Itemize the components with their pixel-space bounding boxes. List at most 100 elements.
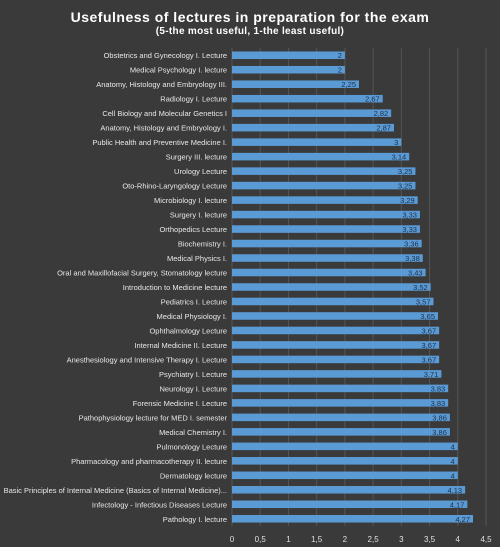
bar [232, 413, 450, 422]
category-label: Pediatrics I. Lecture [161, 297, 227, 306]
data-label: 2,82 [374, 109, 389, 118]
data-label: 3,33 [402, 225, 417, 234]
category-label: Introduction to Medicine lecture [123, 283, 227, 292]
category-label: Medical Psychology I. lecture [130, 66, 227, 75]
x-tick-label: 1 [286, 535, 291, 544]
bar [232, 196, 418, 204]
bar [232, 355, 440, 364]
data-label: 3,36 [404, 240, 419, 249]
data-label: 3,67 [422, 326, 437, 335]
category-label: Forensic Medicine I. Lecture [133, 399, 227, 408]
chart-title: Usefulness of lectures in preparation fo… [70, 9, 430, 25]
bar [232, 500, 468, 509]
data-label: 3,38 [405, 254, 420, 263]
x-tick-label: 2,5 [368, 535, 380, 544]
data-label: 3,86 [432, 413, 447, 422]
data-label: 3,43 [408, 269, 423, 278]
category-label: Pharmacology and pharmacotherapy II. lec… [71, 457, 227, 466]
data-label: 3,25 [398, 182, 413, 191]
x-tick-label: 1,5 [311, 535, 323, 544]
category-label: Internal Medicine II. Lecture [134, 341, 227, 350]
bar [232, 51, 345, 60]
data-label: 3,25 [398, 167, 413, 176]
category-label: Radiology I. Lecture [160, 95, 227, 104]
data-label: 3,57 [416, 297, 431, 306]
category-label: Anatomy, Histology and Embryology I. [100, 124, 227, 133]
data-label: 3,14 [392, 153, 407, 162]
data-label: 3,83 [431, 384, 446, 393]
data-label: 3,71 [424, 370, 439, 379]
data-label: 4,17 [450, 500, 465, 509]
category-label: Oral and Maxillofacial Surgery, Stomatol… [57, 269, 227, 278]
bar [232, 457, 458, 465]
category-label: Medical Physics I. [167, 254, 227, 263]
bar [232, 370, 442, 378]
x-tick-label: 0 [230, 535, 235, 544]
bar [232, 514, 474, 523]
data-label: 4 [451, 471, 455, 480]
bar [232, 297, 434, 306]
category-label: Surgery III. lecture [166, 153, 227, 162]
category-label: Public Health and Preventive Medicine I. [92, 138, 227, 147]
data-label: 3,65 [420, 312, 435, 321]
bar [232, 152, 410, 161]
bar [232, 428, 450, 436]
data-label: 2,25 [341, 80, 356, 89]
data-label: 4 [451, 442, 455, 451]
bar [232, 384, 449, 393]
bar [232, 123, 394, 132]
category-label: Neurology I. Lecture [159, 384, 227, 393]
category-label: Oto-Rhino-Laryngology Lecture [122, 182, 227, 191]
data-label: 3 [394, 138, 398, 147]
data-label: 2,87 [376, 124, 391, 133]
x-tick-label: 3 [399, 535, 404, 544]
data-label: 3,67 [422, 355, 437, 364]
bar [232, 326, 440, 335]
category-label: Psychiatry I. Lecture [159, 370, 227, 379]
data-label: 2,67 [365, 95, 380, 104]
category-label: Pulmonology Lecture [157, 442, 227, 451]
category-label: Anatomy, Histology and Embryology III. [96, 80, 227, 89]
data-label: 3,86 [432, 428, 447, 437]
data-label: 2 [338, 66, 342, 75]
data-label: 3,67 [422, 341, 437, 350]
category-label: Orthopedics Lecture [159, 225, 227, 234]
category-label: Infectology - Infectious Diseases Lectur… [92, 500, 227, 509]
category-label: Obstetrics and Gynecology I. Lecture [104, 51, 227, 60]
bar [232, 94, 383, 103]
bar [232, 442, 458, 451]
bar [232, 181, 416, 190]
bar [232, 312, 439, 320]
bar [232, 254, 423, 262]
bar [232, 210, 420, 219]
bar [232, 225, 420, 233]
category-label: Microbiology I. lecture [154, 196, 227, 205]
data-label: 4,27 [455, 515, 470, 524]
bar [232, 486, 466, 494]
data-label: 3,83 [431, 399, 446, 408]
category-label: Ophthalmology Lecture [149, 326, 227, 335]
category-label: Medical Physiology I. [157, 312, 227, 321]
x-tick-label: 2 [343, 535, 348, 544]
category-label: Cell Biology and Molecular Genetics I [102, 109, 227, 118]
bar [232, 109, 392, 117]
data-label: 4 [451, 457, 455, 466]
bar [232, 399, 449, 407]
bar [232, 65, 345, 74]
x-tick-label: 0,5 [255, 535, 267, 544]
bar [232, 239, 422, 248]
category-label: Basic Principles of Internal Medicine (B… [4, 486, 227, 495]
category-label: Pathophysiology lecture for MED I. semes… [79, 413, 228, 422]
category-label: Dermatology lecture [160, 471, 227, 480]
data-label: 2 [338, 51, 342, 60]
data-label: 3,29 [400, 196, 415, 205]
data-label: 3,52 [413, 283, 428, 292]
category-label: Medical Chemistry I. [159, 428, 227, 437]
bar [232, 471, 458, 480]
bar [232, 167, 416, 175]
bar [232, 268, 426, 277]
category-label: Biochemistry I. [178, 240, 227, 249]
category-label: Pathology I. lecture [163, 515, 227, 524]
bar [232, 138, 402, 146]
